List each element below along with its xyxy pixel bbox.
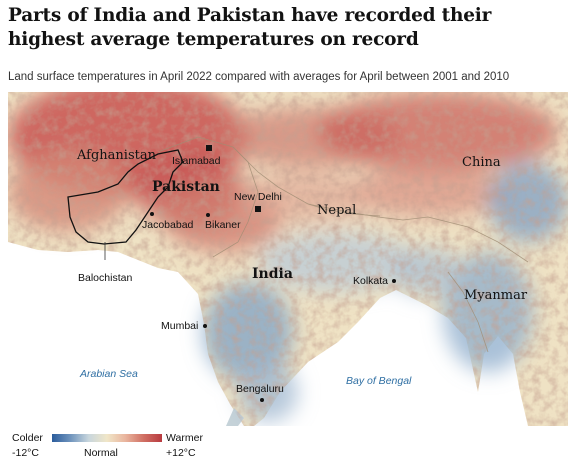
country-borders: [157, 136, 529, 353]
label-arabian-sea: Arabian Sea: [80, 368, 138, 380]
legend-color-ramp: [52, 434, 162, 442]
subtitle: Land surface temperatures in April 2022 …: [8, 71, 510, 83]
balochistan-outline: [67, 149, 184, 245]
label-bengaluru: Bengaluru: [236, 383, 284, 395]
label-mumbai: Mumbai: [161, 320, 199, 332]
legend-max: +12°C: [166, 447, 196, 459]
bengaluru-marker: [260, 398, 264, 402]
islamabad-marker: [206, 145, 212, 151]
label-balochistan: Balochistan: [78, 272, 133, 284]
map-graphic: [8, 92, 568, 426]
label-bikaner: Bikaner: [205, 219, 241, 231]
temperature-legend: Colder Warmer -12°C Normal +12°C: [8, 430, 218, 470]
jacobabad-marker: [150, 212, 154, 216]
legend-min: -12°C: [12, 447, 39, 459]
kolkata-marker: [392, 279, 396, 283]
label-bay-of-bengal: Bay of Bengal: [346, 375, 412, 387]
label-india: India: [252, 266, 293, 282]
temperature-anomaly-map: Afghanistan Pakistan China Nepal India M…: [8, 92, 568, 426]
legend-warmer: Warmer: [166, 432, 203, 444]
label-islamabad: Islamabad: [172, 155, 221, 167]
bikaner-marker: [206, 213, 210, 217]
legend-normal: Normal: [84, 447, 118, 459]
label-jacobabad: Jacobabad: [142, 219, 194, 231]
label-kolkata: Kolkata: [353, 275, 389, 287]
label-myanmar: Myanmar: [464, 288, 528, 303]
label-nepal: Nepal: [317, 203, 357, 218]
anomaly-texture: [8, 92, 568, 426]
label-china: China: [462, 155, 501, 170]
mumbai-marker: [203, 324, 207, 328]
label-afghanistan: Afghanistan: [77, 148, 156, 163]
headline: Parts of India and Pakistan have recorde…: [8, 5, 492, 50]
new-delhi-marker: [255, 206, 261, 212]
legend-colder: Colder: [12, 432, 43, 444]
label-new-delhi: New Delhi: [234, 191, 282, 203]
label-pakistan: Pakistan: [152, 179, 220, 195]
